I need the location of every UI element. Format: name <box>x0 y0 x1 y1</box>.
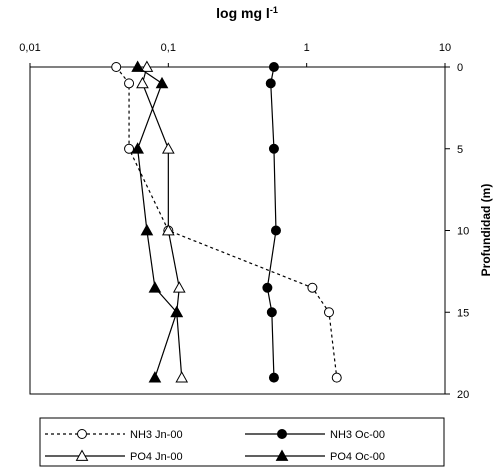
y-axis-label: Profundidad (m) <box>479 184 493 277</box>
legend-box <box>39 417 445 467</box>
legend-marker <box>277 429 287 439</box>
data-point <box>265 78 276 89</box>
legend-label: PO4 Oc-00 <box>330 451 385 463</box>
legend-marker <box>275 449 289 461</box>
data-point <box>268 62 279 72</box>
data-point <box>155 76 169 89</box>
y-tick-label: 0 <box>457 62 463 74</box>
series-nh3-jn-00 <box>111 62 342 383</box>
data-point <box>124 78 135 89</box>
data-point <box>124 143 135 154</box>
series-line <box>115 66 338 378</box>
data-point <box>140 60 154 72</box>
y-tick-label: 5 <box>457 144 463 156</box>
legend-label: PO4 Jn-00 <box>130 451 183 463</box>
data-point <box>111 62 122 72</box>
x-tick-label: 1 <box>304 42 310 54</box>
data-point <box>172 281 186 293</box>
data-point <box>131 60 144 72</box>
series-po4-jn-00 <box>136 60 189 383</box>
data-point <box>140 223 154 236</box>
legend-label: NH3 Jn-00 <box>130 429 183 441</box>
legend-label: NH3 Oc-00 <box>330 429 385 441</box>
chart-title: log mg l-1 <box>216 5 278 21</box>
x-axis: 0,01 0,1 1 10 <box>19 42 451 67</box>
legend-marker <box>75 449 89 461</box>
data-point <box>323 307 334 318</box>
data-point <box>175 371 189 383</box>
x-tick-label: 10 <box>439 42 451 54</box>
data-point <box>331 372 342 383</box>
data-point <box>270 225 281 236</box>
plot-area <box>29 66 446 395</box>
data-point <box>148 371 162 383</box>
x-tick-label: 0,01 <box>19 42 40 54</box>
y-tick-label: 10 <box>457 226 469 238</box>
chart-title-superscript: -1 <box>270 5 278 15</box>
data-point <box>266 307 277 318</box>
data-point <box>131 142 144 154</box>
data-point <box>161 142 175 154</box>
series-layer <box>111 60 342 383</box>
y-tick-label: 15 <box>457 307 469 319</box>
legend-marker <box>77 429 87 439</box>
data-point <box>148 281 162 293</box>
x-tick-label: 0,1 <box>161 42 176 54</box>
data-point <box>170 305 184 318</box>
y-tick-label: 20 <box>457 389 469 401</box>
data-point <box>136 76 149 89</box>
data-point <box>161 223 175 236</box>
series-line <box>266 66 277 378</box>
y-axis: 0 5 10 15 20 <box>445 62 469 401</box>
series-po4-oc-00 <box>131 60 184 383</box>
series-line <box>137 66 178 378</box>
series-line <box>141 66 183 378</box>
data-point <box>268 143 279 154</box>
data-point <box>307 282 318 293</box>
data-point <box>262 282 273 293</box>
legend: NH3 Jn-00 NH3 Oc-00 PO4 Jn-00 PO4 Oc-00 <box>39 417 445 467</box>
series-nh3-oc-00 <box>262 62 281 383</box>
data-point <box>268 372 279 383</box>
